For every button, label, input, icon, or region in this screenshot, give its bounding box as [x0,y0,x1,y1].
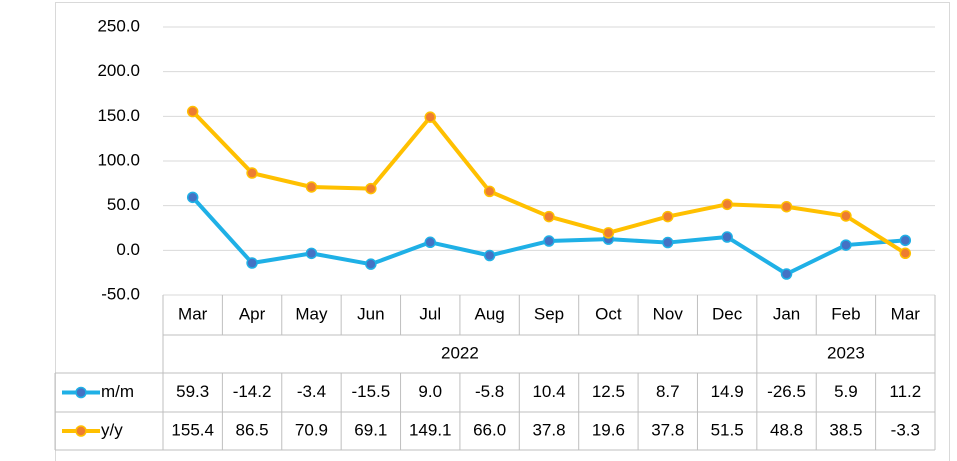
chart-border [55,2,950,461]
table-value: -5.8 [475,382,504,401]
marker [186,105,199,118]
marker [483,185,496,198]
marker [246,167,258,179]
table-value: 66.0 [473,420,506,439]
table-value: 69.1 [354,420,387,439]
x-tick-label: Sep [534,304,564,323]
x-tick-label: Jul [419,304,441,323]
table-value: 70.9 [295,420,328,439]
y-tick-label: 200.0 [97,61,140,80]
marker [840,210,852,222]
x-tick-label: Dec [712,304,743,323]
table-value: 48.8 [770,420,803,439]
table-value: -3.4 [297,382,326,401]
table-value: 37.8 [651,420,684,439]
table-value: 51.5 [711,420,744,439]
marker [662,210,674,223]
x-tick-label: Aug [474,304,504,323]
table-value: 11.2 [889,382,921,401]
marker [780,200,793,213]
table-value: 38.5 [829,420,862,439]
group-label: 2023 [827,343,865,362]
group-label: 2022 [441,343,479,362]
marker [365,258,377,270]
marker [602,227,615,239]
y-tick-label: 50.0 [107,195,140,214]
marker [662,236,674,249]
table-value: 19.6 [592,420,625,439]
marker [365,182,377,195]
table-value: -14.2 [233,382,272,401]
table-value: 5.9 [834,382,858,401]
marker [543,210,555,223]
table-value: -15.5 [351,382,390,401]
table-value: 155.4 [171,420,214,439]
legend-label: y/y [101,420,123,439]
y-tick-label: 100.0 [97,150,140,169]
marker [780,268,793,280]
marker [840,239,852,251]
table-value: 12.5 [592,382,625,401]
legend-marker [75,386,87,399]
marker [899,247,912,260]
marker [186,191,199,204]
marker [305,247,318,260]
table-value: 9.0 [418,382,442,401]
x-tick-label: Jun [357,304,384,323]
marker [721,231,733,243]
table-value: 86.5 [236,420,269,439]
y-tick-label: 0.0 [116,240,140,259]
y-tick-label: 250.0 [97,16,140,35]
series-line [191,110,907,255]
table-value: -3.3 [891,420,920,439]
table-value: 8.7 [656,382,680,401]
table-value: 37.8 [532,420,565,439]
marker [424,236,436,249]
marker [543,235,555,247]
x-tick-label: Mar [891,304,921,323]
legend-label: m/m [101,382,134,401]
marker [305,181,318,193]
marker [246,257,258,269]
x-tick-label: Jan [773,304,800,323]
table-value: 10.4 [532,382,565,401]
x-tick-label: Mar [178,304,208,323]
x-tick-label: Nov [653,304,684,323]
table-value: 59.3 [176,382,209,401]
marker [424,111,436,123]
y-tick-label: -50.0 [101,284,140,303]
x-tick-label: Apr [239,304,266,323]
table-value: 14.9 [711,382,744,401]
x-tick-label: May [295,304,328,323]
table-value: 149.1 [409,420,452,439]
marker [721,198,733,211]
x-tick-label: Feb [831,304,860,323]
table-value: -26.5 [767,382,806,401]
legend-marker [75,425,87,437]
marker [899,234,912,247]
x-tick-label: Oct [595,304,622,323]
marker [483,249,496,262]
y-tick-label: 150.0 [97,106,140,125]
